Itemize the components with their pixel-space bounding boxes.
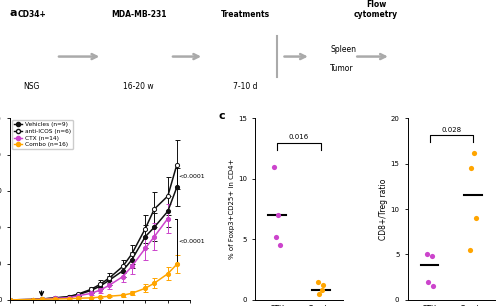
Text: 0.016: 0.016 (289, 134, 309, 140)
Point (314, 279, 322, 284)
Text: NSG: NSG (24, 82, 40, 91)
Y-axis label: % of Foxp3+CD25+ in CD4+: % of Foxp3+CD25+ in CD4+ (230, 159, 235, 259)
Point (472, 216, 480, 221)
Point (424, 279, 432, 284)
Point (467, 166, 475, 171)
Point (274, 213, 282, 218)
Point (318, 288, 326, 293)
Text: Spleen: Spleen (330, 45, 356, 54)
Text: <0.0001: <0.0001 (178, 174, 205, 178)
Point (276, 243, 284, 248)
Text: MDA-MB-231: MDA-MB-231 (111, 10, 166, 19)
Text: 0.028: 0.028 (442, 127, 462, 133)
Point (428, 254, 436, 259)
Point (272, 234, 280, 239)
Text: 16-20 w: 16-20 w (123, 82, 154, 91)
Text: Flow
cytometry: Flow cytometry (354, 0, 398, 19)
Point (319, 283, 327, 288)
Point (428, 284, 436, 289)
Y-axis label: CD8+/Treg ratio: CD8+/Treg ratio (378, 178, 388, 240)
Text: <0.0001: <0.0001 (178, 239, 205, 244)
Text: CD34+: CD34+ (18, 10, 46, 19)
Text: a: a (10, 8, 18, 18)
Text: Tumor: Tumor (330, 64, 353, 73)
Legend: Vehicles (n=9), anti-ICOS (n=6), CTX (n=14), Combo (n=16): Vehicles (n=9), anti-ICOS (n=6), CTX (n=… (12, 120, 73, 149)
Text: Treatments: Treatments (220, 10, 270, 19)
Point (270, 164, 278, 169)
Point (315, 291, 323, 296)
Point (470, 150, 478, 155)
Text: c: c (219, 111, 226, 121)
Point (424, 252, 432, 257)
Text: 7-10 d: 7-10 d (233, 82, 258, 91)
Point (466, 248, 474, 252)
